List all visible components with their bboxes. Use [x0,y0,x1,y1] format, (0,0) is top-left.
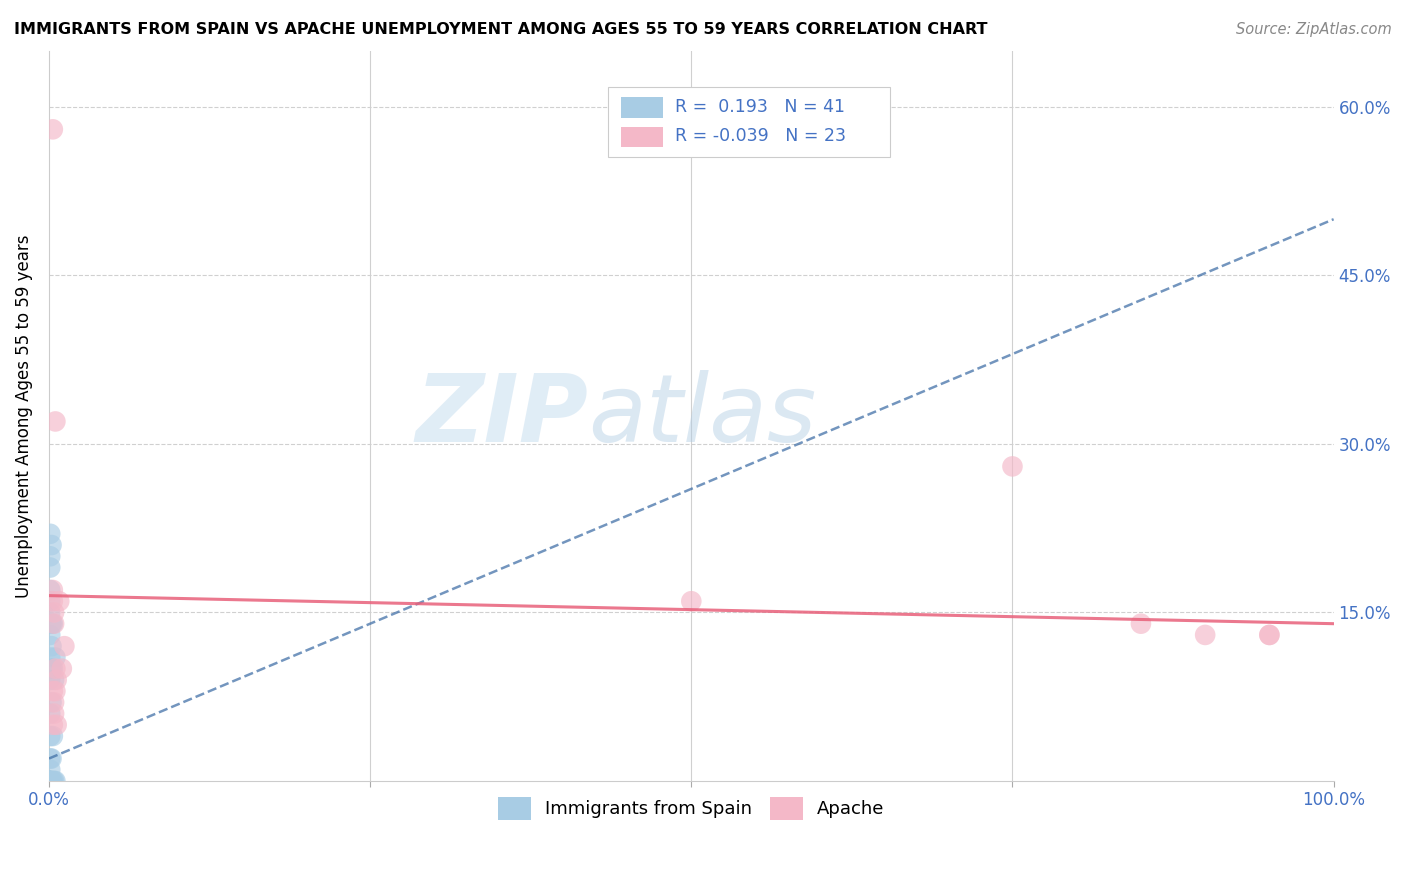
Point [39,560,62,574]
Point [38,774,60,789]
Point [39,594,62,608]
Point [42,582,65,597]
Point [42,729,65,743]
Point [41,639,63,653]
Point [41,751,63,765]
Point [38,774,60,789]
Point [39,729,62,743]
FancyBboxPatch shape [607,87,890,157]
Point [44,414,66,428]
Point [1258,628,1281,642]
Point [38,774,60,789]
Point [38,774,60,789]
Point [1194,628,1216,642]
Point [39,549,62,564]
Text: R =  0.193   N = 41: R = 0.193 N = 41 [675,98,845,116]
Point [44,662,66,676]
Point [45,718,67,732]
Point [38,774,60,789]
Text: atlas: atlas [589,370,817,461]
Text: Source: ZipAtlas.com: Source: ZipAtlas.com [1236,22,1392,37]
Point [42,616,65,631]
Point [42,718,65,732]
Point [41,695,63,709]
Point [41,774,63,789]
Point [48,594,70,608]
Point [39,751,62,765]
Point [42,616,65,631]
Point [42,673,65,687]
Point [45,673,67,687]
Point [42,695,65,709]
Point [44,650,66,665]
Point [42,662,65,676]
FancyBboxPatch shape [620,97,664,118]
Point [42,122,65,136]
Point [1129,616,1152,631]
Point [53,639,76,653]
Y-axis label: Unemployment Among Ages 55 to 59 years: Unemployment Among Ages 55 to 59 years [15,234,32,598]
Point [39,628,62,642]
Point [44,684,66,698]
Point [41,616,63,631]
Point [39,763,62,777]
Point [39,582,62,597]
Point [39,526,62,541]
Point [39,706,62,721]
Point [51,662,73,676]
Point [41,538,63,552]
Text: ZIP: ZIP [416,370,589,462]
Legend: Immigrants from Spain, Apache: Immigrants from Spain, Apache [491,790,891,827]
Point [38,774,60,789]
Point [39,673,62,687]
Text: IMMIGRANTS FROM SPAIN VS APACHE UNEMPLOYMENT AMONG AGES 55 TO 59 YEARS CORRELATI: IMMIGRANTS FROM SPAIN VS APACHE UNEMPLOY… [14,22,987,37]
Point [42,684,65,698]
Point [38,774,60,789]
Point [42,606,65,620]
Point [38,774,60,789]
Text: R = -0.039   N = 23: R = -0.039 N = 23 [675,128,845,145]
Point [42,774,65,789]
Point [39,650,62,665]
Point [681,594,703,608]
Point [38,774,60,789]
Point [42,594,65,608]
Point [39,606,62,620]
Point [42,706,65,721]
Point [39,774,62,789]
Point [39,774,62,789]
Point [44,774,66,789]
Point [1001,459,1024,474]
Point [41,662,63,676]
Point [38,774,60,789]
Point [1258,628,1281,642]
FancyBboxPatch shape [620,127,664,147]
Point [42,774,65,789]
Point [41,774,63,789]
